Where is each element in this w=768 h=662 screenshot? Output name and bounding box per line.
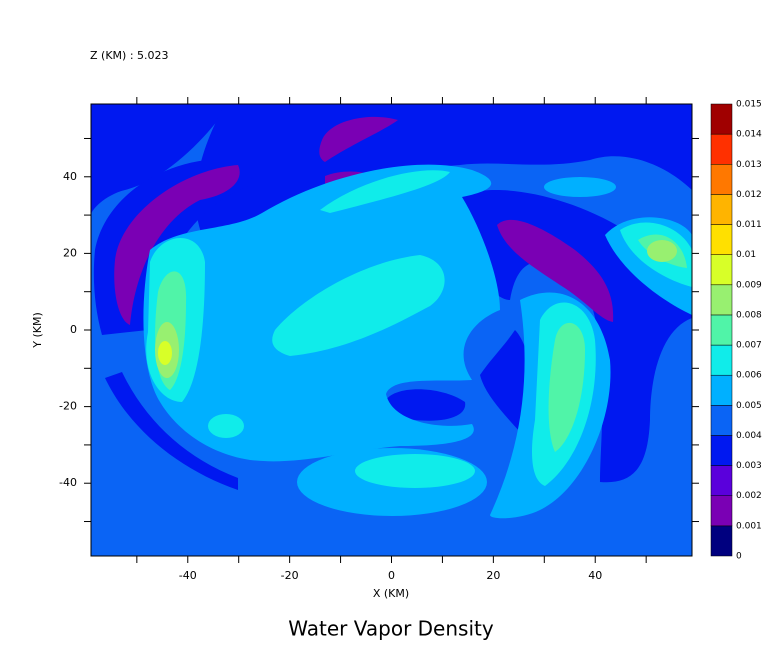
x-tick-label: 20: [486, 569, 500, 582]
colorbar-swatch: [710, 465, 733, 496]
contour-region: [114, 165, 240, 325]
contour-region: [384, 389, 466, 421]
y-tick-label: 40: [63, 170, 77, 183]
colorbar-label: 0.011: [736, 220, 762, 230]
y-axis-label: Y (KM): [31, 312, 44, 349]
colorbar-label: 0.009: [736, 280, 762, 290]
y-tick-label: 0: [70, 323, 77, 336]
y-tick-label: -20: [59, 400, 77, 413]
colorbar-label: 0.001: [736, 521, 762, 531]
colorbar-label: 0.004: [736, 431, 762, 441]
contour-region: [319, 116, 398, 162]
colorbar-label: 0.002: [736, 491, 762, 501]
colorbar-label: 0.007: [736, 341, 762, 351]
colorbar-swatch: [710, 254, 733, 286]
contour-region: [548, 322, 585, 452]
colorbar-label: 0.006: [736, 371, 762, 381]
colorbar-swatch: [710, 405, 733, 436]
colorbar-label: 0.012: [736, 190, 762, 200]
x-tick-label: -40: [179, 569, 197, 582]
colorbar-swatch: [710, 224, 733, 255]
contour-region: [272, 255, 445, 356]
contour-field: [91, 104, 692, 556]
contour-region: [195, 104, 692, 242]
colorbar-label: 0.015: [736, 100, 762, 110]
contour-region: [647, 240, 677, 262]
x-tick-label: 40: [588, 569, 602, 582]
colorbar-swatch: [710, 133, 733, 165]
contour-region: [91, 104, 230, 215]
x-tick-label: 0: [388, 569, 395, 582]
chart-title: Water Vapor Density: [288, 617, 494, 641]
colorbar-swatch: [710, 284, 733, 316]
contour-region: [544, 176, 616, 198]
contour-region: [158, 341, 172, 365]
colorbar-label: 0.005: [736, 401, 762, 411]
colorbar-label: 0.003: [736, 461, 762, 471]
colorbar-swatch: [710, 103, 733, 135]
colorbar-swatch: [710, 435, 733, 466]
colorbar-swatch: [710, 194, 733, 225]
colorbar-label: 0.014: [736, 130, 762, 140]
contour-region: [497, 219, 614, 322]
colorbar-swatch: [710, 344, 733, 376]
contour-region: [105, 372, 238, 490]
y-tick-label: 20: [63, 246, 77, 259]
colorbar-swatch: [710, 495, 733, 527]
colorbar-label: 0.008: [736, 310, 762, 320]
colorbar-swatch: [710, 164, 733, 195]
y-tick-label: -40: [59, 476, 77, 489]
colorbar-label: 0.013: [736, 160, 762, 170]
colorbar-swatch: [710, 374, 733, 406]
colorbar-swatch: [710, 314, 733, 346]
x-tick-label: -20: [281, 569, 299, 582]
x-axis-label: X (KM): [373, 587, 409, 600]
subtitle: Z (KM) : 5.023: [90, 49, 169, 62]
colorbar-label: 0.01: [736, 250, 756, 260]
colorbar-swatch: [710, 525, 733, 557]
contour-region: [480, 330, 532, 432]
contour-region: [320, 170, 450, 213]
contour-region: [208, 414, 244, 438]
contour-region: [355, 454, 475, 488]
colorbar-label: 0: [736, 552, 742, 562]
